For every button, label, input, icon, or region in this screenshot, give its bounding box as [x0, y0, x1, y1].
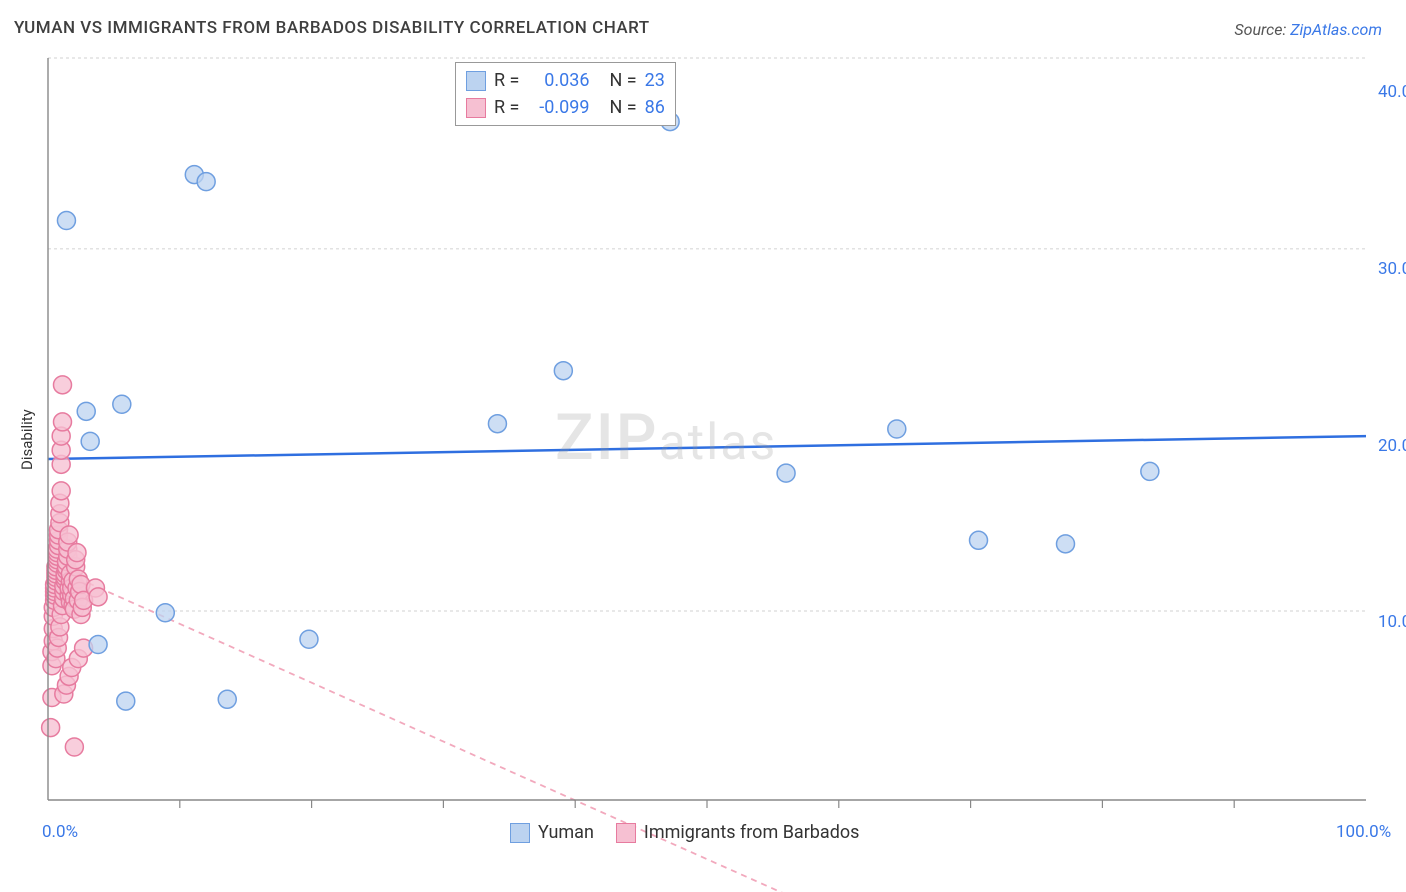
stats-row-blue: R = 0.036 N = 23	[466, 67, 665, 94]
stats-r-label: R =	[494, 94, 519, 121]
legend-label: Immigrants from Barbados	[644, 822, 859, 843]
stats-n-label: N =	[609, 94, 636, 121]
stats-r-value: 0.036	[527, 67, 589, 94]
source-attribution: Source: ZipAtlas.com	[1234, 20, 1382, 39]
stats-r-label: R =	[494, 67, 519, 94]
x-tick-label: 100.0%	[1336, 822, 1391, 842]
legend-item-yuman: Yuman	[510, 822, 594, 843]
stats-row-pink: R = -0.099 N = 86	[466, 94, 665, 121]
stats-n-value: 86	[645, 94, 665, 121]
chart-title: YUMAN VS IMMIGRANTS FROM BARBADOS DISABI…	[14, 18, 650, 38]
legend-swatch-pink	[616, 823, 636, 843]
stats-swatch-pink	[466, 98, 486, 118]
stats-swatch-blue	[466, 71, 486, 91]
source-value: ZipAtlas.com	[1290, 20, 1382, 39]
x-tick-label: 0.0%	[42, 822, 78, 842]
bottom-legend: Yuman Immigrants from Barbados	[510, 822, 859, 843]
stats-n-label: N =	[609, 67, 636, 94]
y-axis-label: Disability	[18, 409, 36, 470]
legend-item-barbados: Immigrants from Barbados	[616, 822, 859, 843]
chart-svg	[48, 58, 1366, 800]
source-label: Source:	[1234, 20, 1286, 39]
stats-legend-box: R = 0.036 N = 23 R = -0.099 N = 86	[455, 62, 676, 126]
stats-n-value: 23	[645, 67, 665, 94]
legend-label: Yuman	[538, 822, 594, 843]
stats-r-value: -0.099	[527, 94, 589, 121]
plot-area	[48, 58, 1366, 800]
chart-container: { "title": { "text": "YUMAN VS IMMIGRANT…	[0, 0, 1406, 892]
legend-swatch-blue	[510, 823, 530, 843]
